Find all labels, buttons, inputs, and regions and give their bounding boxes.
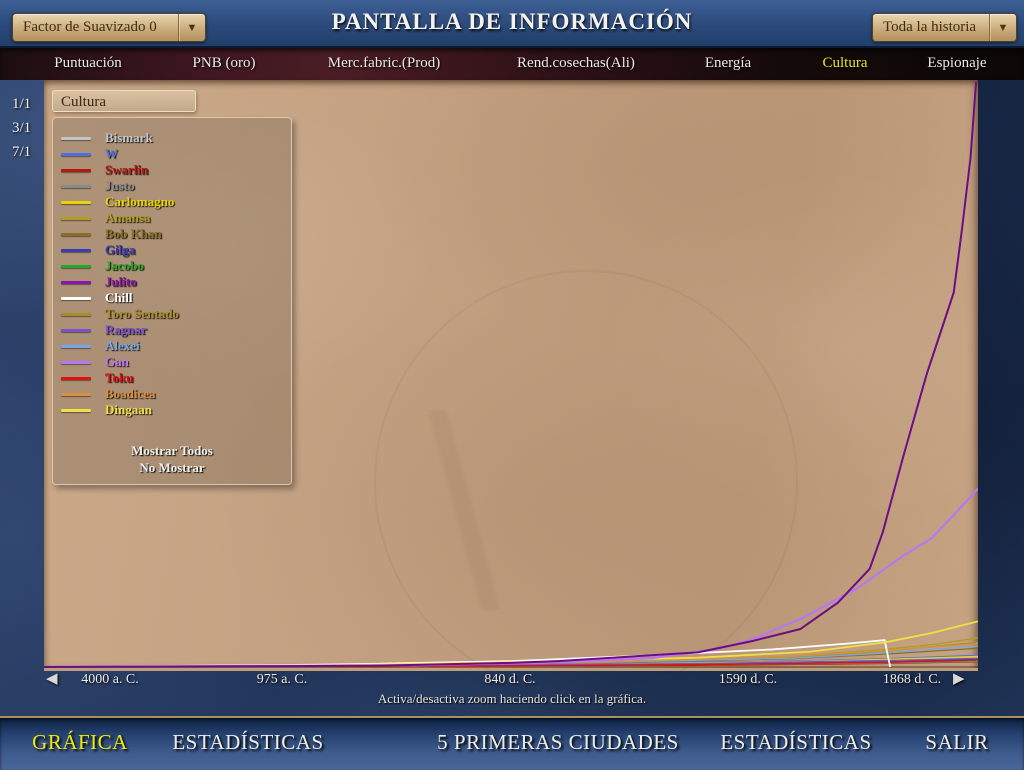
legend-player-row[interactable]: Boadicea [53, 386, 291, 402]
culture-graph-area[interactable] [44, 80, 978, 694]
bottom-menu-bar: GRÁFICA ESTADÍSTICAS 5 PRIMERAS CIUDADES… [0, 716, 1024, 770]
menu-5-primeras-ciudades[interactable]: 5 PRIMERAS CIUDADES [437, 730, 679, 754]
menu-grafica[interactable]: GRÁFICA [32, 730, 128, 754]
player-color-line-swatch [61, 312, 91, 316]
fraction-label: 1/1 [12, 96, 32, 112]
legend-player-row[interactable]: Gilga [53, 242, 291, 258]
player-color-line-swatch [61, 392, 91, 396]
legend-player-row[interactable]: Toro Sentado [53, 306, 291, 322]
legend-player-row[interactable]: Justo [53, 178, 291, 194]
tab-cultura[interactable]: Cultura [822, 55, 868, 71]
legend-player-row[interactable]: Bismark [53, 130, 291, 146]
player-legend-list: Bismark W Swarlin Justo Carlomagno Amansa Bob … [53, 130, 291, 418]
tab-pnb-oro[interactable]: PNB (oro) [192, 55, 256, 71]
player-name-label: Toro Sentado [105, 306, 180, 321]
player-name-label: Ragnar [105, 322, 147, 337]
player-color-line-swatch [61, 200, 91, 204]
player-name-label: Amansa [105, 210, 151, 225]
legend-player-row[interactable]: Ragnar [53, 322, 291, 338]
culture-series-gan [44, 487, 978, 668]
player-color-line-swatch [61, 264, 91, 268]
player-color-line-swatch [61, 280, 91, 284]
timeline-next-arrow-icon[interactable]: ▶ [953, 671, 965, 687]
culture-line-chart [44, 81, 978, 668]
history-range-dropdown-value: Toda la historia [883, 19, 977, 35]
player-name-label: Alexei [105, 338, 140, 353]
player-name-label: Dingaan [105, 402, 152, 417]
timeline-tick: 975 a. C. [256, 672, 308, 687]
legend-buttons: Mostrar Todos No Mostrar [53, 442, 291, 476]
player-name-label: Toku [105, 370, 134, 385]
menu-estadisticas-2[interactable]: ESTADÍSTICAS [720, 730, 872, 754]
timeline-tick: 840 d. C. [484, 672, 536, 687]
chevron-down-icon[interactable]: ▼ [989, 14, 1016, 41]
legend-player-row[interactable]: Amansa [53, 210, 291, 226]
smoothing-dropdown[interactable]: Factor de Suavizado 0 ▼ [12, 13, 206, 42]
player-name-label: W [105, 146, 118, 161]
player-color-line-swatch [61, 152, 91, 156]
legend-player-row[interactable]: Julito [53, 274, 291, 290]
player-name-label: Julito [105, 274, 137, 289]
tab-puntuacion[interactable]: Puntuación [54, 55, 122, 71]
tab-merc-fabric[interactable]: Merc.fabric.(Prod) [327, 55, 441, 71]
player-color-line-swatch [61, 376, 91, 380]
smoothing-dropdown-value: Factor de Suavizado 0 [23, 19, 157, 35]
legend-player-row[interactable]: W [53, 146, 291, 162]
player-name-label: Carlomagno [105, 194, 175, 209]
player-color-line-swatch [61, 296, 91, 300]
graph-tab-bar: Puntuación PNB (oro) Merc.fabric.(Prod) … [0, 48, 1024, 80]
tab-energia[interactable]: Energía [704, 55, 752, 71]
screen-title: PANTALLA DE INFORMACIÓN [331, 9, 693, 34]
player-color-line-swatch [61, 328, 91, 332]
tab-espionaje[interactable]: Espionaje [927, 55, 987, 71]
player-color-line-swatch [61, 408, 91, 412]
legend-player-row[interactable]: Toku [53, 370, 291, 386]
player-name-label: Bismark [105, 130, 153, 145]
show-none-button[interactable]: No Mostrar [139, 460, 205, 475]
menu-salir[interactable]: SALIR [925, 730, 989, 754]
player-color-line-swatch [61, 232, 91, 236]
date-fraction-labels: 1/1 3/1 7/1 [12, 92, 31, 164]
legend-player-row[interactable]: Alexei [53, 338, 291, 354]
player-name-label: Jacobo [105, 258, 144, 273]
show-all-button[interactable]: Mostrar Todos [131, 443, 213, 458]
legend-player-row[interactable]: Jacobo [53, 258, 291, 274]
player-legend-panel: Bismark W Swarlin Justo Carlomagno Amansa Bob … [52, 117, 292, 485]
parchment-sketch-circle [374, 270, 798, 694]
timeline-tick: 1590 d. C. [718, 672, 778, 687]
graph-type-label: Cultura [52, 90, 196, 112]
player-name-label: Chill [105, 290, 133, 305]
zoom-hint-text: Activa/desactiva zoom haciendo click en … [377, 691, 647, 706]
timeline-tick: 4000 a. C. [81, 672, 139, 687]
player-name-label: Swarlin [105, 162, 149, 177]
timeline-tick: 1868 d. C. [882, 672, 942, 687]
player-name-label: Boadicea [105, 386, 156, 401]
player-name-label: Bob Khan [105, 226, 162, 241]
player-color-line-swatch [61, 248, 91, 252]
fraction-label: 7/1 [12, 144, 32, 160]
fraction-label: 3/1 [12, 120, 32, 136]
player-color-line-swatch [61, 216, 91, 220]
player-color-line-swatch [61, 184, 91, 188]
culture-series-julito [44, 81, 978, 668]
chevron-down-icon[interactable]: ▼ [178, 14, 205, 41]
history-range-dropdown[interactable]: Toda la historia ▼ [872, 13, 1017, 42]
tab-rend-cosechas[interactable]: Rend.cosechas(Ali) [517, 55, 635, 71]
player-name-label: Gan [105, 354, 129, 369]
parchment-sketch-line [184, 410, 744, 610]
legend-player-row[interactable]: Swarlin [53, 162, 291, 178]
menu-estadisticas[interactable]: ESTADÍSTICAS [172, 730, 324, 754]
legend-player-row[interactable]: Dingaan [53, 402, 291, 418]
legend-player-row[interactable]: Gan [53, 354, 291, 370]
player-color-line-swatch [61, 360, 91, 364]
player-name-label: Gilga [105, 242, 136, 257]
player-color-line-swatch [61, 136, 91, 140]
legend-player-row[interactable]: Chill [53, 290, 291, 306]
player-color-line-swatch [61, 344, 91, 348]
legend-player-row[interactable]: Carlomagno [53, 194, 291, 210]
player-color-line-swatch [61, 168, 91, 172]
legend-player-row[interactable]: Bob Khan [53, 226, 291, 242]
timeline-prev-arrow-icon[interactable]: ◀ [46, 671, 58, 687]
player-name-label: Justo [105, 178, 135, 193]
